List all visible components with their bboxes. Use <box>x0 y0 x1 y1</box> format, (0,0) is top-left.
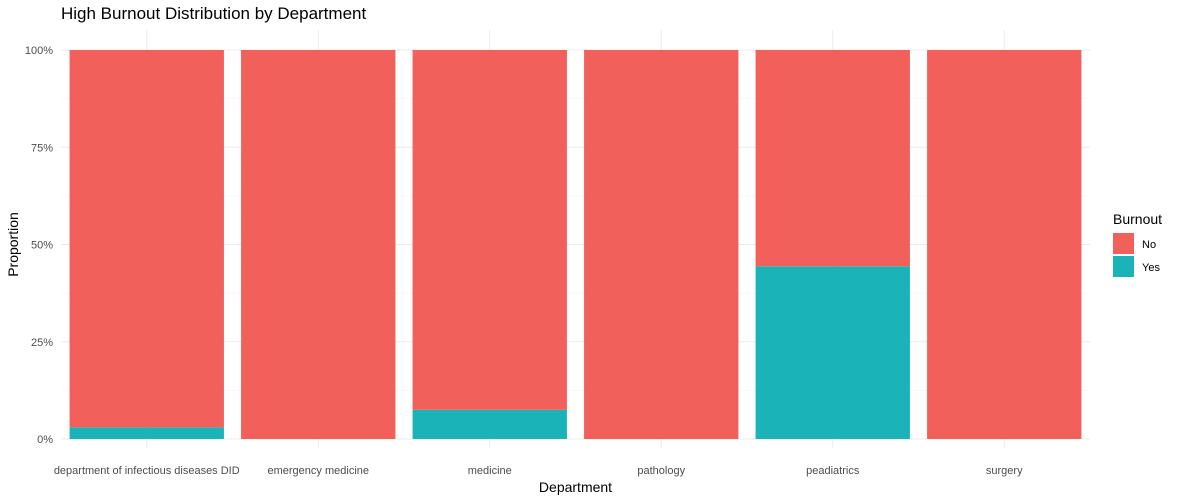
x-tick-label: peadiatrics <box>806 465 860 477</box>
legend-key-no <box>1113 233 1134 254</box>
chart-title: High Burnout Distribution by Department <box>61 4 367 23</box>
x-tick-label: surgery <box>986 465 1023 477</box>
y-tick-label: 0% <box>37 434 53 446</box>
y-tick-label: 75% <box>31 142 53 154</box>
y-axis-ticks: 0% 25% 50% 75% 100% <box>25 45 53 446</box>
bar-segment-yes <box>412 409 567 439</box>
bar-segment-yes <box>755 266 910 439</box>
x-tick-label: pathology <box>637 465 685 477</box>
bar-segment-no <box>584 50 739 439</box>
y-axis-title: Proportion <box>5 212 21 277</box>
bar-segment-yes <box>69 427 224 439</box>
legend-key-yes <box>1113 256 1134 277</box>
legend-title: Burnout <box>1113 211 1162 227</box>
legend-label-no: No <box>1142 239 1156 251</box>
x-axis-ticks: department of infectious diseases DID eme… <box>54 465 1023 477</box>
bar-segment-no <box>412 50 567 410</box>
legend: Burnout No Yes <box>1113 211 1162 277</box>
bar-segment-no <box>755 50 910 267</box>
bars <box>69 50 1082 439</box>
y-tick-label: 100% <box>25 45 53 57</box>
y-tick-label: 50% <box>31 240 53 252</box>
x-axis-title: Department <box>539 479 612 495</box>
x-tick-label: emergency medicine <box>268 465 370 477</box>
bar-segment-no <box>69 50 224 428</box>
y-tick-label: 25% <box>31 337 53 349</box>
x-tick-label: department of infectious diseases DID <box>54 465 240 477</box>
x-tick-label: medicine <box>468 465 512 477</box>
legend-label-yes: Yes <box>1142 262 1160 274</box>
bar-segment-no <box>927 50 1082 439</box>
bar-segment-no <box>241 50 396 439</box>
